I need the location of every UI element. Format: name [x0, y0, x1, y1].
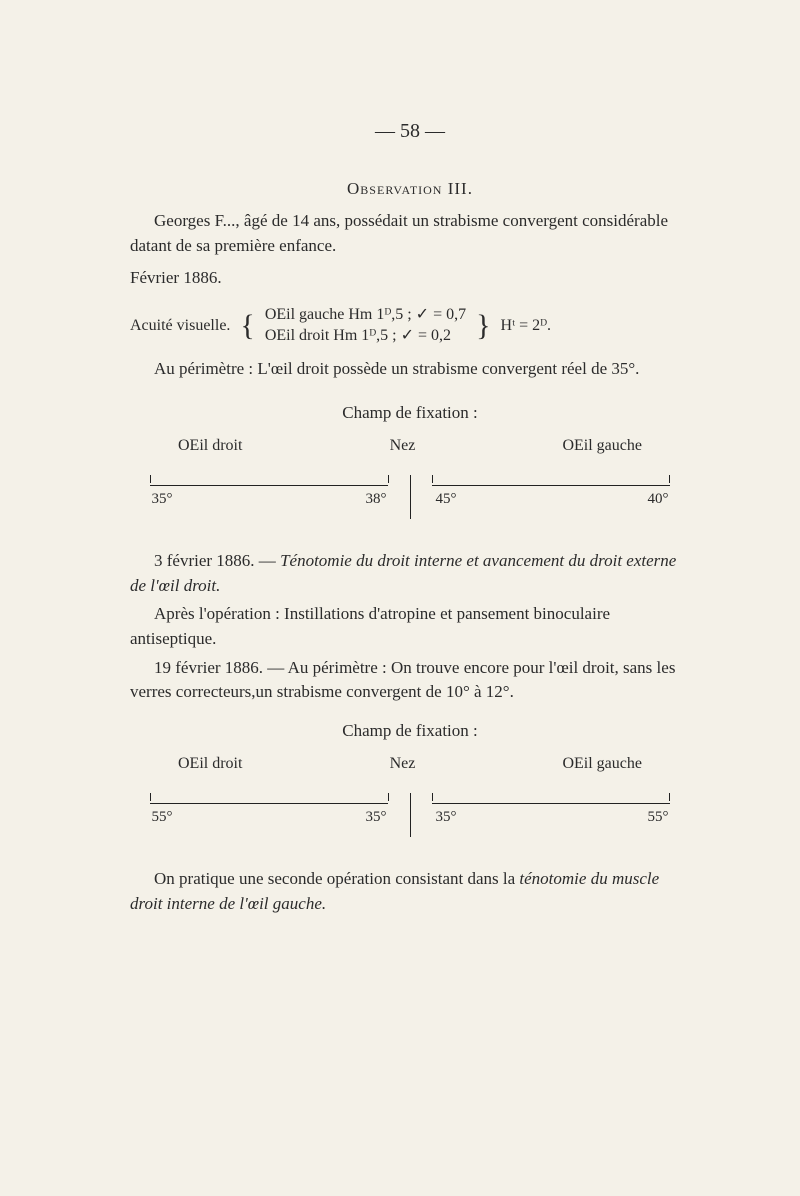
tick: [150, 793, 151, 801]
tick: [150, 475, 151, 483]
paragraph-3: Au périmètre : L'œil droit possède un st…: [130, 357, 690, 382]
tick-label-35: 35°: [152, 491, 173, 508]
paragraph-5: Après l'opération : Instillations d'atro…: [130, 602, 690, 651]
tick-label-35r: 35°: [436, 809, 457, 826]
tick-label-35l: 35°: [366, 809, 387, 826]
axis-right-2: [432, 803, 670, 804]
fixation-diagram-1: OEil droit Nez OEil gauche 35° 38° 45° 4…: [150, 437, 670, 523]
axis-left: [150, 485, 388, 486]
formula-result: Hᵗ = 2ᴰ.: [501, 317, 552, 335]
observation-heading: Observation III.: [130, 179, 690, 199]
center-bar-2: [410, 793, 411, 837]
center-bar: [410, 475, 411, 519]
diagram-2-labels: OEil droit Nez OEil gauche: [150, 755, 670, 773]
fixation-diagram-2: OEil droit Nez OEil gauche 55° 35° 35° 5…: [150, 755, 670, 841]
tick-label-55r: 55°: [648, 809, 669, 826]
diagram-1-labels: OEil droit Nez OEil gauche: [150, 437, 670, 455]
label-oeil-droit: OEil droit: [178, 437, 242, 455]
tick: [388, 475, 389, 483]
formula-line-2: OEil droit Hm 1ᴰ,5 ; ✓ = 0,2: [265, 326, 466, 347]
paragraph-6: 19 février 1886. — Au périmètre : On tro…: [130, 656, 690, 705]
formula-lines: OEil gauche Hm 1ᴰ,5 ; ✓ = 0,7 OEil droit…: [265, 305, 466, 347]
diagram-2-axis: 55° 35° 35° 55°: [150, 785, 670, 835]
tick: [669, 793, 670, 801]
tick-label-38: 38°: [366, 491, 387, 508]
label-oeil-gauche-2: OEil gauche: [562, 755, 642, 773]
label-oeil-droit-2: OEil droit: [178, 755, 242, 773]
document-page: — 58 — Observation III. Georges F..., âg…: [0, 0, 800, 1196]
champ-title-2: Champ de fixation :: [130, 721, 690, 741]
right-brace-icon: }: [476, 312, 490, 339]
tick: [432, 475, 433, 483]
champ-title-1: Champ de fixation :: [130, 403, 690, 423]
tick: [669, 475, 670, 483]
axis-left-2: [150, 803, 388, 804]
left-brace-icon: {: [240, 312, 254, 339]
paragraph-1: Georges F..., âgé de 14 ans, possédait u…: [130, 209, 690, 258]
tick-label-40: 40°: [648, 491, 669, 508]
acuity-formula: Acuité visuelle. { OEil gauche Hm 1ᴰ,5 ;…: [130, 305, 690, 347]
label-nez: Nez: [390, 437, 416, 455]
acuity-label: Acuité visuelle.: [130, 317, 230, 335]
paragraph-7: On pratique une seconde opération consis…: [130, 867, 690, 916]
formula-line-1: OEil gauche Hm 1ᴰ,5 ; ✓ = 0,7: [265, 305, 466, 326]
axis-right: [432, 485, 670, 486]
p7-lead: On pratique une seconde opération consis…: [154, 869, 519, 888]
p4-date: 3 février 1886. —: [154, 551, 280, 570]
label-oeil-gauche: OEil gauche: [562, 437, 642, 455]
page-number: — 58 —: [130, 120, 690, 143]
tick: [432, 793, 433, 801]
tick-label-45: 45°: [436, 491, 457, 508]
tick-label-55l: 55°: [152, 809, 173, 826]
label-nez-2: Nez: [390, 755, 416, 773]
tick: [388, 793, 389, 801]
paragraph-4: 3 février 1886. — Ténotomie du droit int…: [130, 549, 690, 598]
diagram-1-axis: 35° 38° 45° 40°: [150, 467, 670, 517]
date-line-1: Février 1886.: [130, 266, 690, 291]
